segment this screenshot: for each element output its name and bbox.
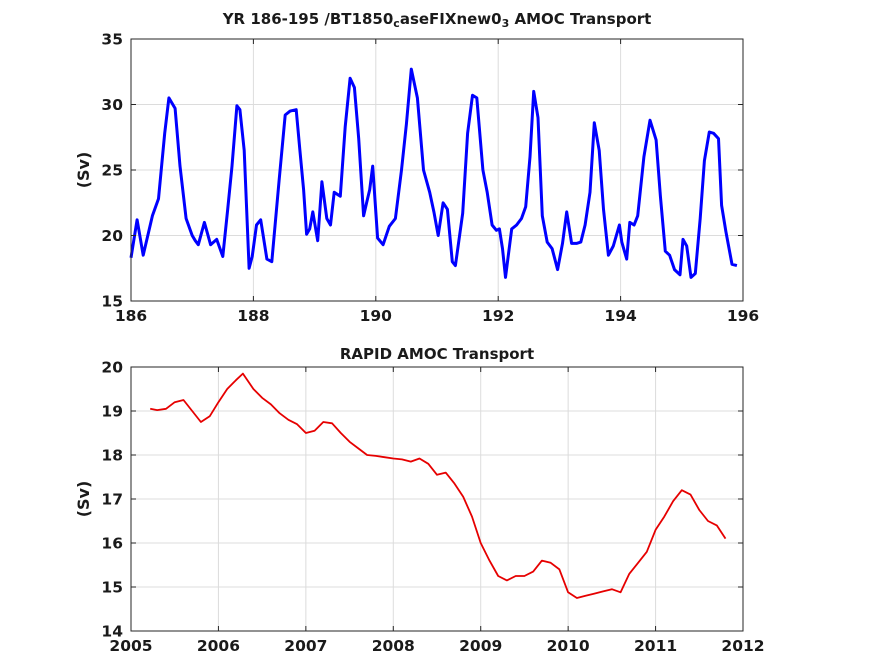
y-tick-label: 25 <box>101 162 123 180</box>
x-tick-label: 2005 <box>109 637 152 655</box>
y-tick-label: 35 <box>101 31 123 49</box>
y-tick-label: 14 <box>101 623 123 641</box>
x-tick-label: 190 <box>360 307 393 325</box>
x-tick-label: 2008 <box>372 637 415 655</box>
x-tick-label: 2006 <box>197 637 240 655</box>
y-tick-label: 16 <box>101 535 123 553</box>
y-axis-label: (Sv) <box>74 481 93 518</box>
y-tick-label: 18 <box>101 447 123 465</box>
x-tick-label: 2010 <box>547 637 590 655</box>
x-tick-label: 196 <box>727 307 759 325</box>
x-tick-label: 186 <box>115 307 147 325</box>
rapid-transport-series-line <box>150 372 727 599</box>
x-tick-label: 2007 <box>284 637 327 655</box>
rapid-amoc-chart: 2005 2006 2007 2008 2009 2010 2011 2012 14 15 16 17… <box>74 345 765 655</box>
x-tick-label: 188 <box>237 307 269 325</box>
x-tick-label: 2012 <box>721 637 764 655</box>
x-tick-label: 2011 <box>634 637 677 655</box>
x-tick-label: 2009 <box>459 637 502 655</box>
x-tick-label: 192 <box>482 307 514 325</box>
y-tick-label: 15 <box>101 293 123 311</box>
model-amoc-chart: 186 188 190 192 194 196 15 20 25 30 35 (Sv) YR 186-1… <box>74 10 759 325</box>
chart-title: YR 186-195 /BT1850caseFIXnew03 AMOC Tran… <box>222 10 652 30</box>
y-tick-label: 15 <box>101 579 123 597</box>
model-transport-series-line <box>129 67 738 279</box>
y-tick-label: 20 <box>101 227 123 245</box>
y-axis-label: (Sv) <box>74 152 93 189</box>
x-tick-label: 194 <box>604 307 637 325</box>
chart-title: RAPID AMOC Transport <box>340 345 534 363</box>
y-tick-label: 17 <box>101 491 123 509</box>
y-tick-label: 30 <box>101 96 123 114</box>
y-tick-label: 19 <box>101 403 123 421</box>
y-tick-label: 20 <box>101 359 123 377</box>
